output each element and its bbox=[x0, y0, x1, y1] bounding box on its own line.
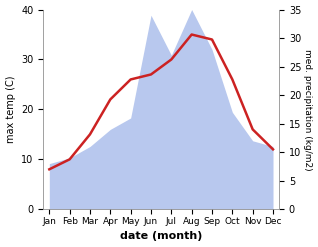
X-axis label: date (month): date (month) bbox=[120, 231, 202, 242]
Y-axis label: med. precipitation (kg/m2): med. precipitation (kg/m2) bbox=[303, 49, 313, 170]
Y-axis label: max temp (C): max temp (C) bbox=[5, 76, 16, 143]
